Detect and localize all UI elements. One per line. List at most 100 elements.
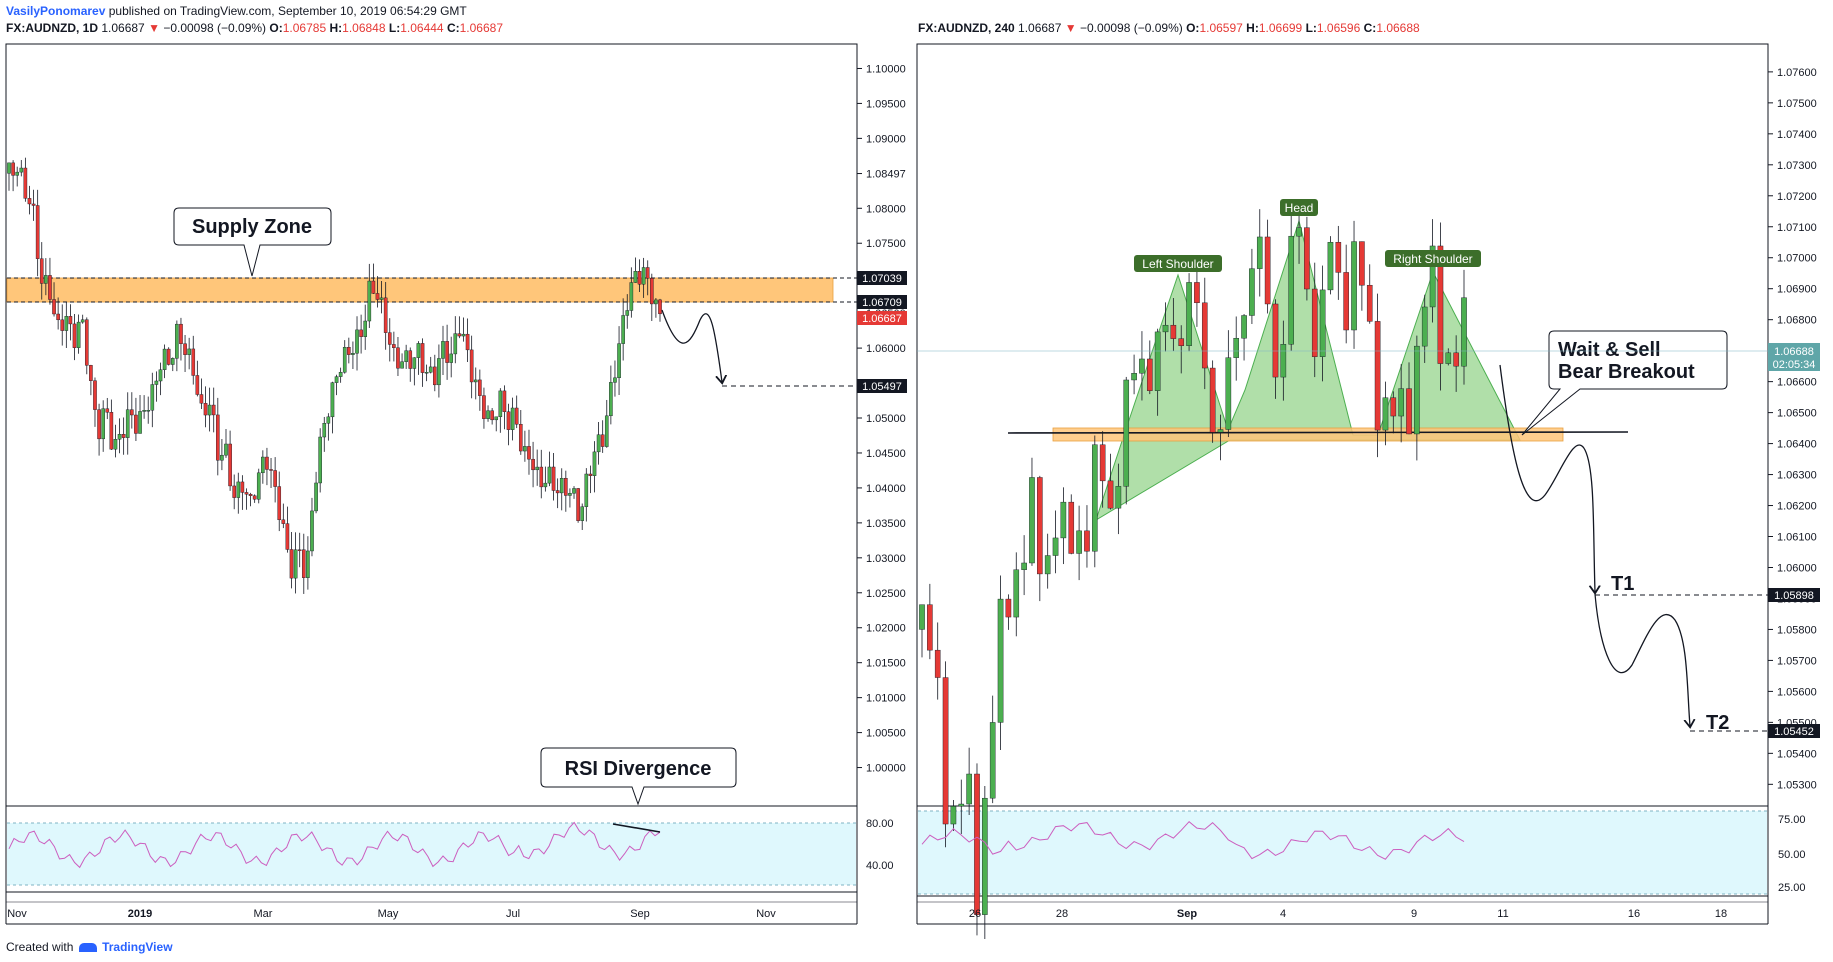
t1-price-label: 1.05898 xyxy=(1774,590,1814,602)
tradingview-link[interactable]: TradingView xyxy=(102,940,173,954)
left-candle-body xyxy=(625,310,630,316)
left-candle-body xyxy=(322,423,327,438)
left-candle-body xyxy=(637,270,642,285)
right-rsi-tick-25: 25.00 xyxy=(1778,882,1806,894)
right-candle-body xyxy=(1186,282,1192,346)
left-y-tick-label: 1.01500 xyxy=(866,658,906,670)
left-candle-body xyxy=(584,473,589,507)
right-candle-body xyxy=(1288,235,1294,345)
left-candle-body xyxy=(60,319,65,331)
left-candle-body xyxy=(158,369,163,382)
right-price-tags: 1.06688 02:05:34 1.05898 1.05452 xyxy=(917,343,1820,738)
right-rsi-axis: 75.00 50.00 25.00 xyxy=(1778,814,1806,894)
right-down-arrow-icon: ▼ xyxy=(1064,21,1077,35)
left-candle-body xyxy=(433,366,437,386)
right-candle-body xyxy=(1406,388,1412,435)
left-shoulder-tag: Left Shoulder xyxy=(1134,255,1222,272)
left-candle-body xyxy=(482,395,486,419)
right-candle-body xyxy=(1343,272,1349,331)
right-candle-body xyxy=(1146,358,1153,391)
left-rsi-tick-40: 40.00 xyxy=(866,860,894,872)
right-high-label: H: xyxy=(1246,21,1259,35)
supply-zone-callout[interactable]: Supply Zone xyxy=(173,207,332,277)
right-candle-body xyxy=(1013,569,1020,618)
rsi-divergence-callout-box xyxy=(540,747,737,806)
right-candle-body xyxy=(1029,477,1035,564)
left-price-axis[interactable]: 1.10000 1.09500 1.09000 1.08497 1.08000 1.075… xyxy=(857,63,906,775)
right-y-tick-label: 1.05400 xyxy=(1777,748,1817,760)
left-candle-body xyxy=(592,451,597,476)
right-x-tick-label: 16 xyxy=(1628,908,1640,920)
left-candle-body xyxy=(244,492,249,495)
left-main-pane[interactable] xyxy=(5,43,858,807)
neckline-zone[interactable] xyxy=(1052,427,1564,442)
right-candle-body xyxy=(1461,297,1467,367)
left-candle-body xyxy=(248,493,253,496)
left-time-axis[interactable]: Nov 2019 Mar May Jul Sep Nov xyxy=(7,908,776,920)
left-candle-body xyxy=(297,549,302,551)
left-candle-body xyxy=(453,333,458,355)
left-candle-body xyxy=(113,439,118,450)
left-candle-body xyxy=(175,323,179,359)
left-candle-body xyxy=(220,454,224,461)
left-candle-body xyxy=(7,162,11,174)
right-candle-body xyxy=(1037,477,1043,575)
right-candle-body xyxy=(1092,444,1098,552)
right-candle-body xyxy=(1366,284,1373,322)
left-candle-body xyxy=(502,390,507,412)
left-candle-body xyxy=(191,348,196,376)
left-y-tick-label: 1.00500 xyxy=(866,728,906,740)
wait-sell-callout[interactable]: Wait & Sell Bear Breakout xyxy=(1521,330,1728,436)
left-candle-body xyxy=(531,458,535,471)
right-candle-body xyxy=(934,649,941,678)
left-y-tick-label: 1.04000 xyxy=(866,483,906,495)
right-y-tick-label: 1.06100 xyxy=(1777,532,1817,544)
right-candle-body xyxy=(1068,501,1075,554)
right-y-tick-label: 1.07300 xyxy=(1777,160,1817,172)
left-candle-body xyxy=(645,267,650,279)
right-candle-body xyxy=(942,677,949,825)
right-candle-body xyxy=(982,797,988,915)
left-candle-body xyxy=(457,333,462,337)
left-candle-body xyxy=(121,434,126,438)
right-candle-body xyxy=(1319,289,1326,357)
left-candle-body xyxy=(89,365,93,381)
rsi-divergence-label: RSI Divergence xyxy=(565,758,712,780)
left-candle-body xyxy=(170,358,175,365)
author-link[interactable]: VasilyPonomarev xyxy=(6,4,106,18)
left-candle-body xyxy=(117,434,122,440)
left-x-tick-label: Sep xyxy=(630,908,650,920)
right-x-tick-label: 28 xyxy=(1056,908,1068,920)
right-candle-body xyxy=(1335,241,1342,273)
right-rsi-band xyxy=(918,811,1767,894)
right-candle-body xyxy=(1249,268,1255,316)
right-candle-body xyxy=(1327,241,1334,291)
right-time-axis[interactable]: 26 28 Sep 4 9 11 16 18 xyxy=(969,908,1727,920)
left-candle-body xyxy=(109,412,114,450)
left-candle-body xyxy=(293,549,298,579)
left-candle-body xyxy=(510,407,515,430)
left-candle-body xyxy=(494,416,499,421)
left-x-tick-label: Mar xyxy=(254,908,273,920)
right-y-tick-label: 1.07200 xyxy=(1777,191,1817,203)
left-y-tick-label: 1.05000 xyxy=(866,413,906,425)
right-y-tick-label: 1.07400 xyxy=(1777,129,1817,141)
right-open-label: O: xyxy=(1186,21,1200,35)
left-candle-body xyxy=(383,297,388,333)
right-candle-body xyxy=(1272,303,1279,378)
left-low-label: L: xyxy=(388,21,401,35)
left-candle-body xyxy=(355,329,359,354)
right-candle-body xyxy=(1076,530,1082,554)
left-candle-body xyxy=(64,316,69,331)
left-candle-body xyxy=(658,299,662,315)
supply-zone-rect[interactable] xyxy=(6,277,834,303)
right-price-axis[interactable]: 1.07600 1.07500 1.07400 1.07300 1.07200 1.071… xyxy=(1768,67,1817,791)
left-candle-body xyxy=(629,282,634,311)
right-y-tick-label: 1.07000 xyxy=(1777,253,1817,265)
right-y-tick-label: 1.05300 xyxy=(1777,779,1817,791)
left-candle-body xyxy=(224,443,228,456)
rsi-divergence-callout[interactable]: RSI Divergence xyxy=(540,747,737,806)
left-candle-body xyxy=(396,347,400,369)
right-x-tick-label: 11 xyxy=(1497,908,1508,920)
